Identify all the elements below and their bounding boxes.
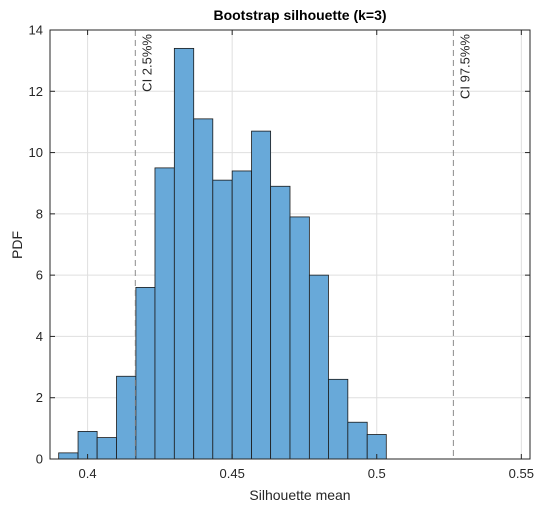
histogram-bar: [135, 286, 156, 460]
y-tick-label: 4: [36, 329, 43, 344]
histogram-bar: [251, 130, 272, 460]
histogram-bar: [116, 375, 137, 460]
y-tick-label: 2: [36, 390, 43, 405]
ci-label: CI 97.5%%: [457, 34, 472, 99]
chart-title: Bootstrap silhouette (k=3): [213, 7, 386, 23]
y-tick-label: 10: [29, 145, 43, 160]
histogram-bar: [173, 47, 195, 460]
histogram-bar: [96, 437, 117, 460]
histogram-bar: [231, 170, 252, 460]
histogram-bar: [308, 274, 329, 460]
y-tick-label: 8: [36, 206, 43, 221]
histogram-bar: [193, 118, 214, 460]
plot-frame: [49, 29, 531, 460]
x-tick-label: 0.55: [509, 466, 534, 481]
ci-label: CI 2.5%%: [139, 34, 154, 92]
bars-layer: [58, 47, 387, 460]
histogram-bar: [154, 167, 175, 460]
histogram-bar: [58, 452, 79, 460]
axes-layer: 0.4 0.45 0.5 0.55 0 2 4 6 8 10 12 14: [29, 23, 534, 482]
histogram-bar: [270, 185, 291, 460]
histogram-bar: [289, 216, 310, 460]
y-tick-label: 6: [36, 268, 43, 283]
histogram-bar: [347, 421, 368, 460]
x-tick-label: 0.45: [220, 466, 245, 481]
x-axis-label: Silhouette mean: [249, 487, 350, 503]
y-tick-label: 12: [29, 84, 43, 99]
y-tick-label: 14: [29, 23, 43, 38]
histogram-bar: [328, 378, 349, 460]
ci-lines-layer: CI 2.5%% CI 97.5%%: [134, 30, 472, 459]
x-tick-label: 0.5: [368, 466, 386, 481]
y-axis-label: PDF: [9, 231, 25, 259]
y-tick-label: 0: [36, 452, 43, 467]
histogram-bar: [212, 179, 233, 460]
x-tick-label: 0.4: [79, 466, 97, 481]
